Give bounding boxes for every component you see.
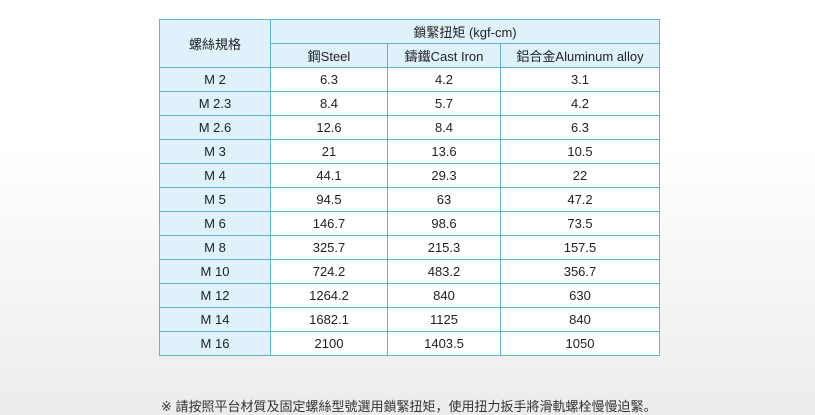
spec-cell: M 12	[159, 283, 271, 308]
spec-header: 螺絲規格	[159, 19, 271, 68]
spec-cell: M 10	[159, 259, 271, 284]
cast-iron-torque-cell: 1125	[387, 307, 501, 332]
aluminum-torque-cell: 10.5	[500, 139, 660, 164]
spec-cell: M 2.3	[159, 91, 271, 116]
table-row: M 5 94.5 63 47.2	[159, 187, 660, 212]
spec-cell: M 5	[159, 187, 271, 212]
material-header-steel: 鋼Steel	[270, 43, 388, 68]
aluminum-torque-cell: 356.7	[500, 259, 660, 284]
spec-cell: M 16	[159, 331, 271, 356]
spec-cell: M 3	[159, 139, 271, 164]
cast-iron-torque-cell: 483.2	[387, 259, 501, 284]
steel-torque-cell: 6.3	[270, 67, 388, 92]
steel-torque-cell: 8.4	[270, 91, 388, 116]
spec-cell: M 2.6	[159, 115, 271, 140]
aluminum-torque-cell: 47.2	[500, 187, 660, 212]
aluminum-torque-cell: 3.1	[500, 67, 660, 92]
torque-header: 鎖緊扭矩 (kgf-cm)	[270, 19, 660, 44]
cast-iron-torque-cell: 4.2	[387, 67, 501, 92]
cast-iron-torque-cell: 1403.5	[387, 331, 501, 356]
aluminum-torque-cell: 73.5	[500, 211, 660, 236]
cast-iron-torque-cell: 13.6	[387, 139, 501, 164]
table-row: M 8 325.7 215.3 157.5	[159, 235, 660, 260]
steel-torque-cell: 21	[270, 139, 388, 164]
table-row: M 4 44.1 29.3 22	[159, 163, 660, 188]
aluminum-torque-cell: 6.3	[500, 115, 660, 140]
table-row: M 6 146.7 98.6 73.5	[159, 211, 660, 236]
table-row: M 12 1264.2 840 630	[159, 283, 660, 308]
table-row: M 2.3 8.4 5.7 4.2	[159, 91, 660, 116]
steel-torque-cell: 1264.2	[270, 283, 388, 308]
table-row: M 2 6.3 4.2 3.1	[159, 67, 660, 92]
aluminum-torque-cell: 1050	[500, 331, 660, 356]
material-header-aluminum: 鋁合金Aluminum alloy	[500, 43, 660, 68]
table-row: M 3 21 13.6 10.5	[159, 139, 660, 164]
table-body: M 2 6.3 4.2 3.1 M 2.3 8.4 5.7 4.2 M 2.6 12.6 8.4 6.…	[159, 67, 660, 356]
spec-cell: M 2	[159, 67, 271, 92]
aluminum-torque-cell: 630	[500, 283, 660, 308]
steel-torque-cell: 724.2	[270, 259, 388, 284]
aluminum-torque-cell: 157.5	[500, 235, 660, 260]
steel-torque-cell: 94.5	[270, 187, 388, 212]
cast-iron-torque-cell: 5.7	[387, 91, 501, 116]
table-row: M 10 724.2 483.2 356.7	[159, 259, 660, 284]
cast-iron-torque-cell: 29.3	[387, 163, 501, 188]
steel-torque-cell: 325.7	[270, 235, 388, 260]
spec-cell: M 8	[159, 235, 271, 260]
spec-cell: M 6	[159, 211, 271, 236]
steel-torque-cell: 1682.1	[270, 307, 388, 332]
material-row: 鋼Steel 鑄鐵Cast Iron 鋁合金Aluminum alloy	[160, 43, 660, 68]
aluminum-torque-cell: 22	[500, 163, 660, 188]
aluminum-torque-cell: 840	[500, 307, 660, 332]
aluminum-torque-cell: 4.2	[500, 91, 660, 116]
material-header-cast-iron: 鑄鐵Cast Iron	[387, 43, 501, 68]
spec-cell: M 4	[159, 163, 271, 188]
torque-table: 螺絲規格 鎖緊扭矩 (kgf-cm) 鋼Steel 鑄鐵Cast Iron 鋁合…	[159, 19, 660, 356]
cast-iron-torque-cell: 215.3	[387, 235, 501, 260]
spec-cell: M 14	[159, 307, 271, 332]
steel-torque-cell: 2100	[270, 331, 388, 356]
usage-note: ※ 請按照平台材質及固定螺絲型號選用鎖緊扭矩，使用扭力扳手將滑軌螺栓慢慢迫緊。	[161, 399, 657, 414]
table-row: M 14 1682.1 1125 840	[159, 307, 660, 332]
cast-iron-torque-cell: 63	[387, 187, 501, 212]
cast-iron-torque-cell: 98.6	[387, 211, 501, 236]
cast-iron-torque-cell: 8.4	[387, 115, 501, 140]
cast-iron-torque-cell: 840	[387, 283, 501, 308]
table-row: M 2.6 12.6 8.4 6.3	[159, 115, 660, 140]
table-row: M 16 2100 1403.5 1050	[159, 331, 660, 356]
steel-torque-cell: 44.1	[270, 163, 388, 188]
header-row: 螺絲規格 鎖緊扭矩 (kgf-cm)	[159, 19, 660, 68]
steel-torque-cell: 12.6	[270, 115, 388, 140]
steel-torque-cell: 146.7	[270, 211, 388, 236]
